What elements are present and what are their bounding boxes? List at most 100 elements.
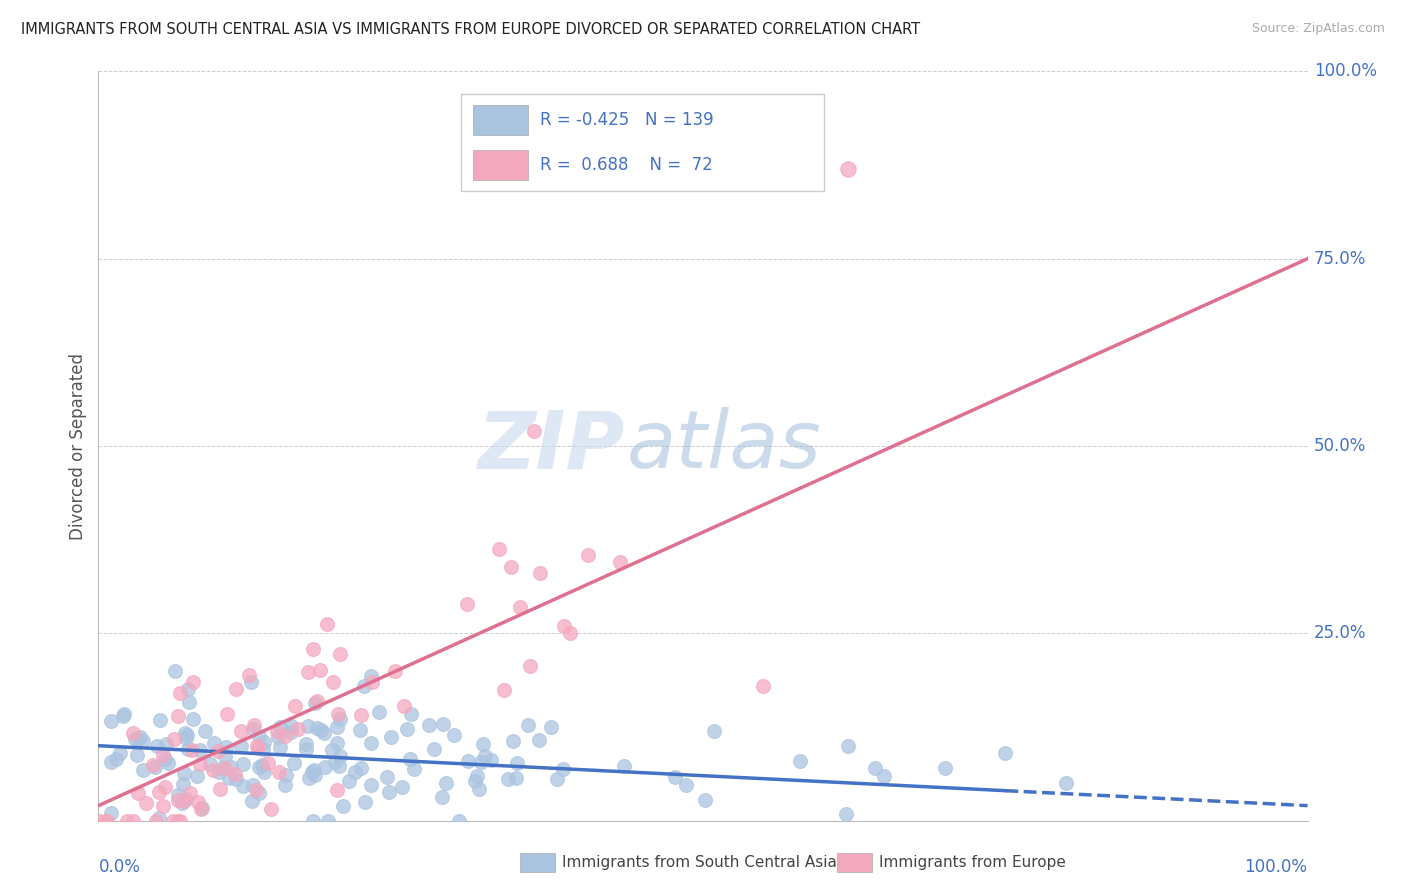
Point — [443, 728, 465, 742]
Point — [316, 814, 339, 828]
Point — [576, 548, 599, 562]
Point — [298, 771, 321, 785]
Point — [546, 772, 568, 786]
Point — [128, 730, 150, 744]
Point — [280, 719, 302, 733]
Point — [242, 722, 264, 736]
Point — [837, 739, 859, 753]
Point — [1054, 776, 1077, 790]
Point — [326, 720, 349, 734]
Point — [488, 542, 510, 557]
Point — [613, 758, 636, 772]
Point — [215, 706, 238, 721]
Point — [125, 748, 148, 763]
Point — [166, 789, 188, 803]
Point — [392, 698, 415, 713]
Point — [399, 706, 422, 721]
Point — [301, 765, 323, 780]
Point — [249, 729, 271, 743]
Text: R = -0.425   N = 139: R = -0.425 N = 139 — [540, 112, 713, 129]
Point — [703, 723, 725, 738]
Point — [360, 736, 382, 750]
Point — [329, 749, 352, 764]
Point — [225, 772, 247, 787]
Text: 100.0%: 100.0% — [1244, 858, 1308, 876]
Point — [238, 668, 260, 682]
Point — [305, 694, 328, 708]
Point — [675, 778, 697, 792]
Point — [294, 737, 316, 751]
Point — [316, 617, 339, 632]
Point — [163, 731, 186, 746]
Point — [115, 814, 138, 828]
Point — [396, 723, 419, 737]
Point — [326, 706, 349, 721]
Point — [323, 755, 346, 769]
Point — [166, 814, 188, 828]
Point — [194, 724, 217, 739]
Point — [463, 773, 485, 788]
Point — [496, 772, 519, 786]
Point — [105, 752, 128, 766]
Point — [789, 754, 811, 768]
Point — [177, 681, 200, 696]
Text: 25.0%: 25.0% — [1313, 624, 1367, 642]
Point — [143, 759, 166, 773]
Text: 75.0%: 75.0% — [1313, 250, 1367, 268]
Point — [174, 792, 197, 806]
Point — [232, 779, 254, 793]
Point — [693, 793, 716, 807]
Point — [153, 751, 176, 765]
Point — [208, 764, 231, 779]
Point — [149, 714, 172, 728]
Point — [253, 764, 276, 779]
Point — [314, 726, 336, 740]
Point — [169, 814, 191, 828]
Point — [229, 739, 252, 753]
Point — [304, 696, 326, 710]
Point — [187, 795, 209, 809]
Text: IMMIGRANTS FROM SOUTH CENTRAL ASIA VS IMMIGRANTS FROM EUROPE DIVORCED OR SEPARAT: IMMIGRANTS FROM SOUTH CENTRAL ASIA VS IM… — [21, 22, 920, 37]
FancyBboxPatch shape — [837, 853, 872, 872]
Text: atlas: atlas — [627, 407, 821, 485]
Point — [752, 679, 775, 693]
Point — [519, 659, 541, 673]
Point — [242, 778, 264, 792]
Point — [835, 806, 858, 821]
Point — [353, 679, 375, 693]
Point — [96, 814, 118, 828]
Point — [349, 723, 371, 737]
FancyBboxPatch shape — [474, 150, 527, 180]
Point — [418, 717, 440, 731]
Point — [152, 799, 174, 814]
Point — [173, 794, 195, 808]
Point — [162, 814, 184, 828]
Point — [266, 723, 288, 738]
Point — [343, 764, 366, 779]
Point — [283, 756, 305, 770]
Point — [360, 669, 382, 683]
Point — [934, 761, 956, 775]
Point — [247, 760, 270, 774]
Point — [540, 720, 562, 734]
Point — [142, 757, 165, 772]
Point — [284, 699, 307, 714]
Point — [240, 794, 263, 808]
Point — [146, 739, 169, 753]
Point — [219, 760, 242, 774]
Point — [380, 730, 402, 744]
Point — [309, 723, 332, 737]
Text: Source: ZipAtlas.com: Source: ZipAtlas.com — [1251, 22, 1385, 36]
Point — [308, 663, 330, 677]
Point — [188, 743, 211, 757]
Point — [124, 732, 146, 747]
Point — [267, 730, 290, 744]
Point — [399, 752, 422, 766]
Point — [170, 796, 193, 810]
Point — [297, 665, 319, 679]
Point — [100, 714, 122, 729]
Point — [218, 772, 240, 786]
Point — [434, 775, 457, 789]
Point — [553, 619, 575, 633]
Text: 50.0%: 50.0% — [1313, 437, 1367, 455]
